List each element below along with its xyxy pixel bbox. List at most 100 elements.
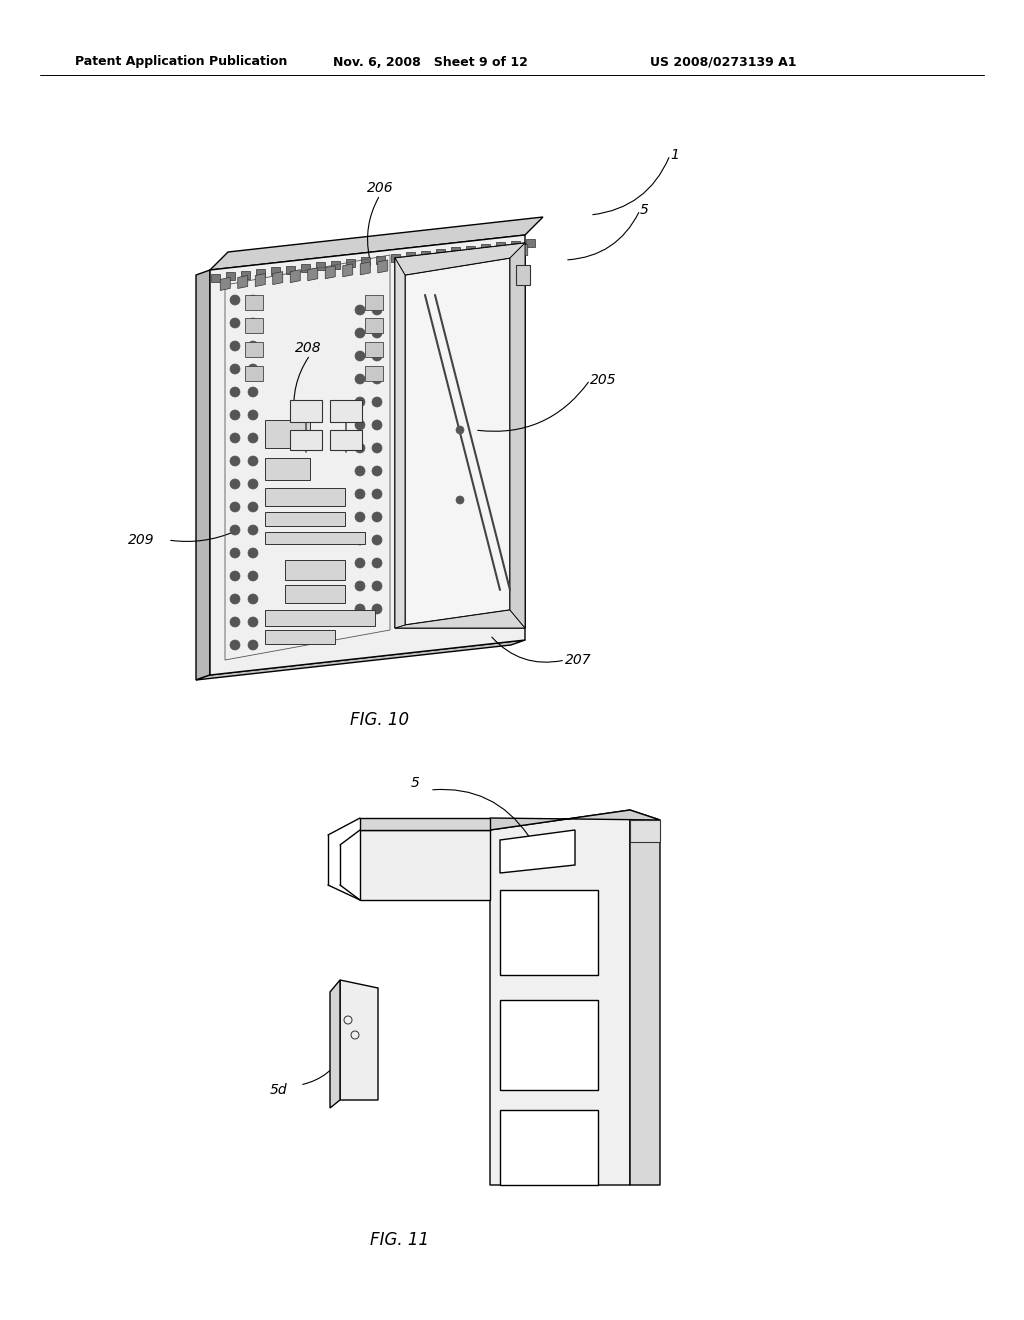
Polygon shape [395, 257, 406, 628]
Polygon shape [630, 810, 660, 1185]
Polygon shape [343, 264, 352, 277]
Circle shape [355, 605, 365, 614]
Bar [301, 264, 310, 272]
Text: 205: 205 [590, 374, 616, 387]
Polygon shape [360, 830, 490, 900]
Circle shape [248, 525, 258, 535]
Circle shape [230, 479, 240, 488]
Polygon shape [482, 248, 493, 261]
Circle shape [248, 341, 258, 351]
Polygon shape [500, 1001, 598, 1090]
Bar [265, 512, 345, 525]
Polygon shape [360, 818, 490, 830]
Circle shape [355, 558, 365, 568]
Circle shape [248, 387, 258, 397]
Circle shape [372, 305, 382, 315]
Circle shape [230, 616, 240, 627]
Text: 206: 206 [367, 181, 393, 195]
Bar [436, 249, 445, 257]
Circle shape [355, 397, 365, 407]
Polygon shape [238, 276, 248, 289]
Circle shape [248, 572, 258, 581]
Polygon shape [378, 260, 388, 273]
Text: 5d: 5d [269, 1082, 287, 1097]
Bar [421, 251, 430, 259]
Circle shape [230, 294, 240, 305]
Polygon shape [447, 252, 458, 265]
Text: 207: 207 [565, 653, 592, 667]
Bar [226, 272, 234, 280]
Circle shape [248, 479, 258, 488]
Bar [330, 430, 362, 450]
Text: FIG. 11: FIG. 11 [371, 1232, 429, 1249]
FancyArrowPatch shape [478, 383, 589, 432]
Bar [365, 318, 383, 333]
Circle shape [230, 433, 240, 444]
Bar [526, 239, 535, 247]
Bar [330, 400, 362, 422]
Circle shape [230, 594, 240, 605]
Bar [365, 366, 383, 381]
Bar [290, 430, 322, 450]
Bar [451, 247, 460, 255]
Bar [290, 400, 322, 422]
Bar [265, 488, 345, 506]
Bar [256, 269, 265, 277]
FancyArrowPatch shape [593, 157, 669, 215]
Polygon shape [340, 979, 378, 1100]
Circle shape [355, 305, 365, 315]
Circle shape [355, 581, 365, 591]
Bar [265, 610, 375, 626]
Bar [245, 342, 263, 356]
Bar [365, 294, 383, 310]
Circle shape [248, 455, 258, 466]
Circle shape [372, 558, 382, 568]
Bar [516, 265, 530, 285]
Bar [496, 243, 505, 251]
Circle shape [372, 535, 382, 545]
Circle shape [355, 351, 365, 360]
Circle shape [230, 548, 240, 558]
Polygon shape [308, 268, 317, 281]
Circle shape [248, 616, 258, 627]
Circle shape [372, 420, 382, 430]
Bar [391, 253, 400, 261]
Circle shape [355, 420, 365, 430]
Bar [466, 246, 475, 253]
Circle shape [372, 374, 382, 384]
FancyArrowPatch shape [567, 213, 639, 260]
Text: 5: 5 [411, 776, 420, 789]
Circle shape [230, 502, 240, 512]
Circle shape [230, 387, 240, 397]
Circle shape [248, 594, 258, 605]
Polygon shape [406, 257, 510, 624]
Polygon shape [220, 277, 230, 290]
Circle shape [230, 318, 240, 327]
Text: 208: 208 [295, 341, 322, 355]
Bar [245, 318, 263, 333]
Circle shape [355, 512, 365, 521]
Text: 1: 1 [670, 148, 679, 162]
FancyArrowPatch shape [492, 638, 562, 663]
Circle shape [248, 318, 258, 327]
Polygon shape [500, 830, 575, 873]
Polygon shape [196, 271, 210, 680]
Text: FIG. 10: FIG. 10 [350, 711, 410, 729]
Polygon shape [501, 247, 510, 259]
Bar [365, 342, 383, 356]
Bar [331, 260, 340, 269]
Polygon shape [510, 243, 525, 628]
Bar [245, 366, 263, 381]
Polygon shape [465, 251, 475, 263]
Circle shape [372, 444, 382, 453]
Bar [346, 259, 355, 267]
Bar [265, 630, 335, 644]
Circle shape [230, 525, 240, 535]
Polygon shape [395, 243, 525, 628]
Bar [265, 532, 365, 544]
Bar [316, 263, 325, 271]
Polygon shape [430, 253, 440, 267]
Text: 209: 209 [128, 533, 155, 546]
Circle shape [355, 444, 365, 453]
Polygon shape [210, 235, 525, 675]
